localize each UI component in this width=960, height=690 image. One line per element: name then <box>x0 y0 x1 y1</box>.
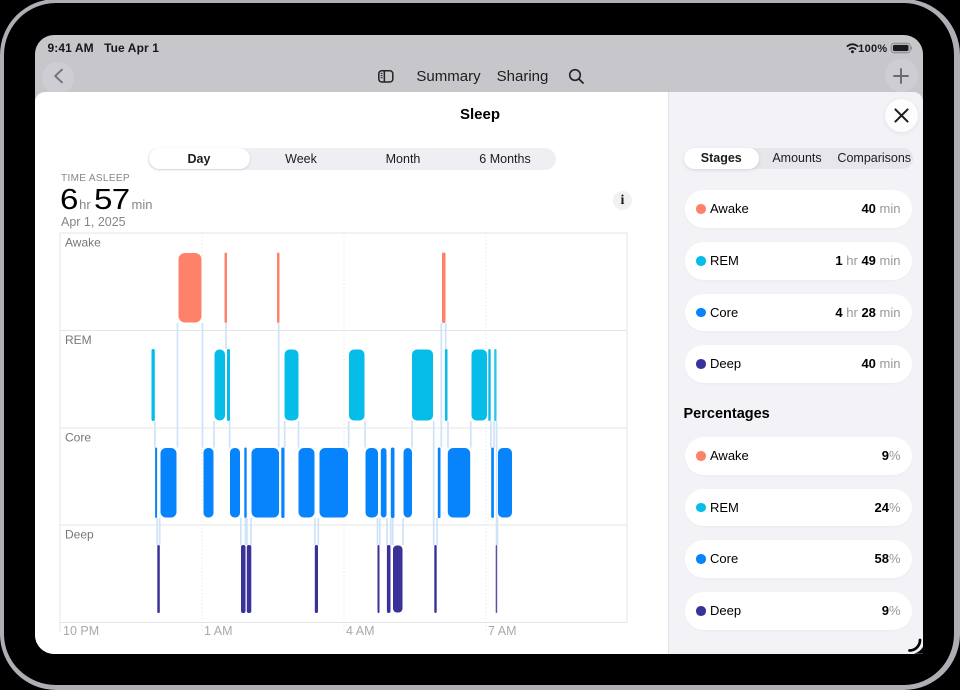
svg-text:Deep: Deep <box>65 528 94 542</box>
svg-text:4 AM: 4 AM <box>346 624 375 638</box>
svg-text:Core: Core <box>65 431 91 445</box>
svg-text:100%: 100% <box>858 43 887 55</box>
svg-text:1 AM: 1 AM <box>204 624 233 638</box>
svg-text:Awake: Awake <box>65 236 101 250</box>
svg-text:REM: REM <box>65 333 92 347</box>
svg-text:10 PM: 10 PM <box>63 624 99 638</box>
svg-text:7 AM: 7 AM <box>488 624 517 638</box>
